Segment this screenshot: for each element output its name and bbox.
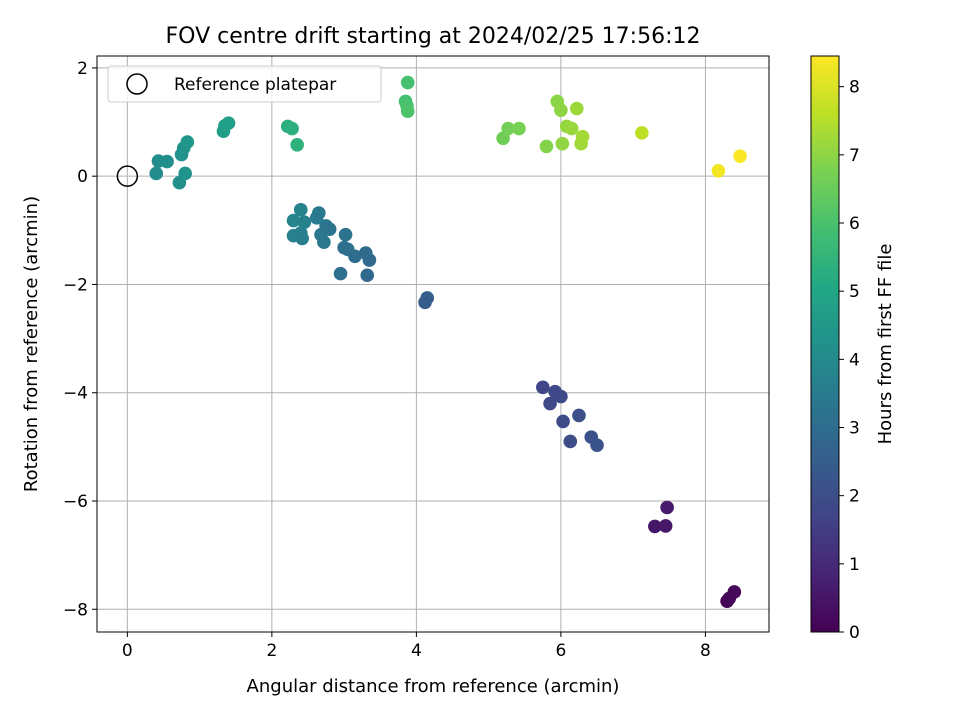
y-tick-label: −8 — [63, 600, 88, 620]
data-point — [658, 519, 673, 533]
colorbar-tick-label: 7 — [849, 146, 860, 166]
colorbar-label: Hours from first FF file — [875, 244, 896, 445]
data-point — [338, 227, 353, 242]
data-point — [317, 235, 331, 250]
colorbar-tick-label: 2 — [849, 487, 860, 507]
data-point — [400, 104, 415, 119]
data-point — [564, 121, 579, 136]
data-point — [312, 206, 326, 220]
data-point — [501, 121, 515, 136]
x-axis-label: Angular distance from reference (arcmin) — [247, 676, 620, 697]
colorbar: 0 1 2 3 4 5 6 7 8 Hours from first FF file — [810, 55, 896, 643]
data-point — [180, 135, 195, 149]
data-point — [348, 249, 362, 264]
data-point — [285, 121, 299, 136]
colorbar-tick-label: 1 — [849, 555, 860, 575]
data-point — [727, 585, 742, 599]
y-axis-label: Rotation from reference (arcmin) — [21, 196, 42, 492]
grid-lines — [97, 56, 769, 632]
y-axis-ticks: 2 0 −2 −4 −6 −8 — [63, 59, 97, 620]
data-point — [711, 163, 726, 178]
data-point — [295, 231, 310, 246]
legend: Reference platepar — [107, 65, 382, 103]
x-tick-label: 4 — [411, 641, 422, 661]
data-point — [635, 126, 649, 140]
data-point — [563, 434, 578, 449]
reference-platepar-marker — [116, 165, 139, 187]
legend-reference-marker — [126, 73, 148, 95]
data-point — [178, 166, 192, 181]
data-point — [160, 154, 174, 169]
colorbar-tick-label: 6 — [849, 214, 860, 234]
colorbar-tick-label: 5 — [849, 282, 860, 302]
reference-marker-layer — [116, 165, 139, 187]
y-tick-label: −6 — [63, 492, 88, 512]
data-point — [322, 222, 337, 237]
data-point — [554, 103, 568, 117]
data-point — [333, 266, 348, 281]
y-tick-label: 0 — [77, 167, 88, 187]
plot-area: 0 2 4 6 8 2 0 −2 −4 −6 −8 — [63, 55, 770, 661]
plot-background — [97, 56, 769, 632]
data-point — [555, 136, 570, 151]
colorbar-tick-label: 0 — [849, 623, 860, 643]
data-point — [543, 396, 557, 411]
colorbar-ticks: 0 1 2 3 4 5 6 7 8 — [839, 78, 860, 643]
x-tick-label: 6 — [555, 641, 566, 661]
legend-label: Reference platepar — [174, 75, 336, 95]
data-point — [362, 253, 377, 267]
legend-box — [107, 65, 382, 103]
data-point — [569, 101, 584, 116]
data-point — [536, 380, 550, 395]
colorbar-tick-label: 8 — [849, 78, 860, 98]
data-point — [660, 500, 674, 515]
x-tick-label: 0 — [122, 641, 133, 661]
data-point — [149, 166, 164, 181]
data-point — [286, 213, 301, 228]
y-tick-label: −4 — [63, 384, 88, 404]
data-point — [512, 121, 526, 136]
data-point — [648, 519, 662, 534]
plot-frame — [96, 55, 770, 633]
x-axis-ticks: 0 2 4 6 8 — [122, 632, 711, 661]
colorbar-gradient — [810, 55, 840, 633]
colorbar-tick-label: 4 — [849, 350, 860, 370]
data-point — [420, 291, 435, 305]
data-point — [539, 139, 554, 154]
x-tick-label: 2 — [266, 641, 277, 661]
y-tick-label: −2 — [63, 275, 88, 295]
data-point — [293, 202, 308, 217]
data-points — [149, 75, 747, 608]
chart-title: FOV centre drift starting at 2024/02/25 … — [166, 24, 701, 49]
colorbar-tick-label: 3 — [849, 419, 860, 439]
data-point — [554, 389, 568, 404]
x-tick-label: 8 — [700, 641, 711, 661]
y-tick-label: 2 — [77, 59, 88, 79]
data-point — [556, 414, 570, 429]
data-point — [572, 408, 586, 423]
data-point — [575, 129, 590, 144]
data-point — [360, 268, 375, 283]
data-point — [221, 116, 236, 130]
data-point — [290, 137, 304, 152]
data-point — [297, 215, 312, 229]
data-point — [400, 75, 415, 90]
data-point — [733, 149, 747, 163]
data-point — [590, 438, 604, 453]
